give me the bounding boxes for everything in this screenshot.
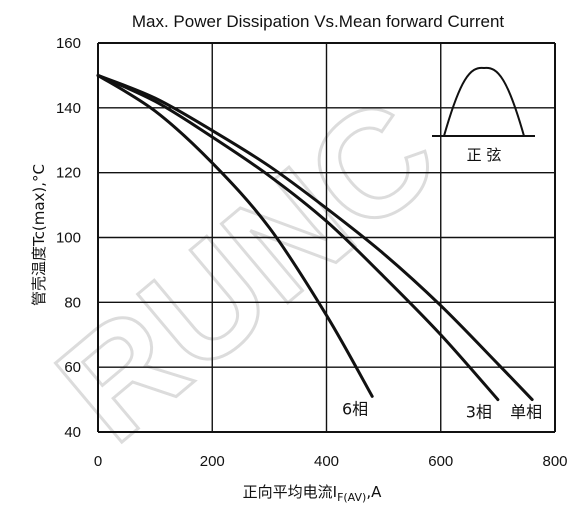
y-tick-label: 140 (56, 100, 81, 117)
y-tick-label: 60 (64, 359, 81, 376)
series-label: 单相 (510, 403, 542, 422)
curves (96, 73, 534, 402)
curve-labels: 单相 3相 6相 (342, 399, 542, 421)
x-tick-label: 600 (428, 453, 453, 470)
x-tick-label: 0 (94, 453, 102, 470)
series-line-6相 (96, 73, 374, 398)
x-tick-label: 200 (200, 453, 225, 470)
sine-waveform-inset: 正 弦 (432, 66, 535, 164)
inset-sine-wave (443, 66, 525, 137)
y-tick-label: 40 (64, 424, 81, 441)
tick-labels: 0 200 400 600 800 40 60 80 100 120 140 160 (56, 35, 568, 470)
x-axis-label-suffix: ,A (366, 483, 382, 501)
y-tick-label: 120 (56, 165, 81, 182)
y-tick-label: 100 (56, 230, 81, 247)
grid (97, 42, 556, 433)
x-axis-label: 正向平均电流IF(AV),A (243, 483, 382, 504)
series-line-3相 (96, 73, 500, 402)
series-label: 3相 (466, 403, 492, 422)
series-label: 6相 (342, 399, 368, 418)
inset-label: 正 弦 (467, 146, 502, 164)
y-tick-label: 160 (56, 35, 81, 52)
x-axis-label-main: 正向平均电流I (243, 483, 337, 501)
x-tick-label: 800 (542, 453, 567, 470)
x-tick-label: 400 (314, 453, 339, 470)
series-line-单相 (96, 73, 534, 402)
y-axis-label: 管壳温度Tc(max),°C (30, 164, 48, 306)
x-axis-label-subscript: F(AV) (337, 491, 366, 504)
chart-title: Max. Power Dissipation Vs.Mean forward C… (132, 12, 505, 31)
y-tick-label: 80 (64, 294, 81, 311)
